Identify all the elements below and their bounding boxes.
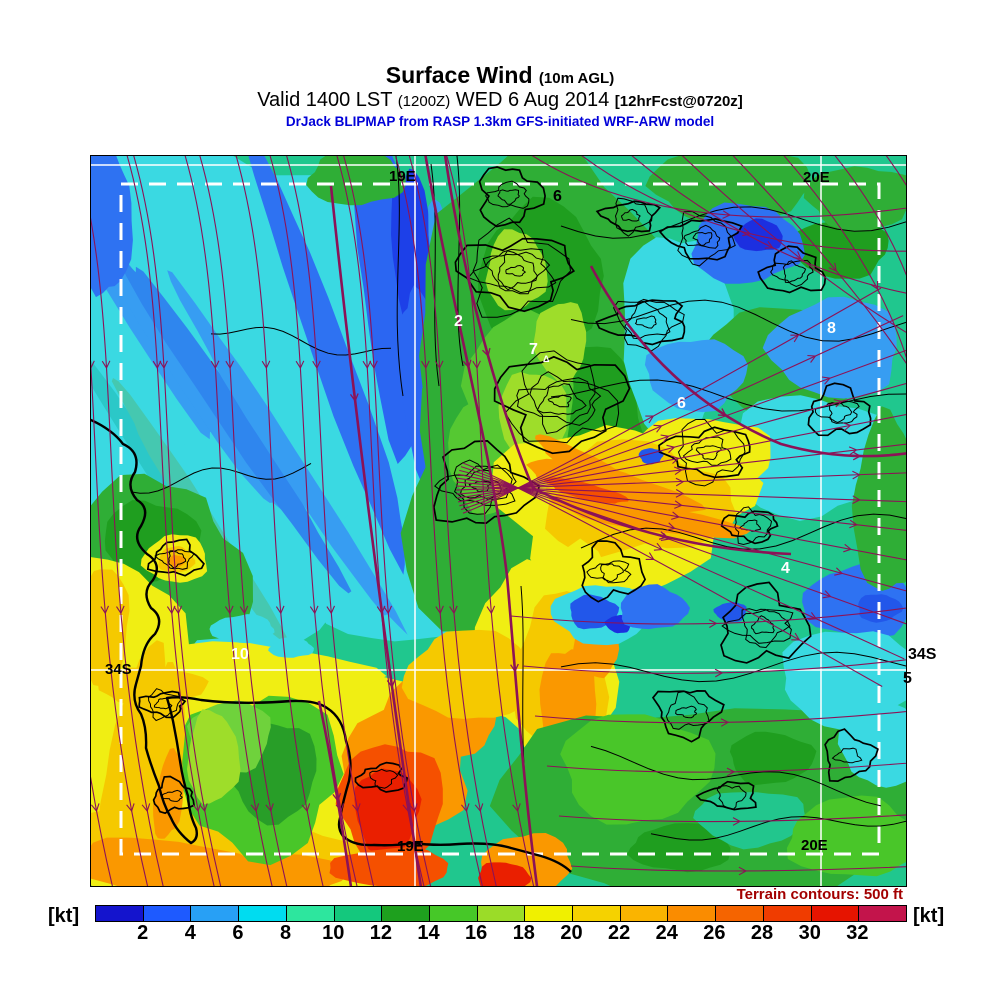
colorbar-tick-labels: 2 4 6 8 10 12 14 16 18 20 22 24 26 28 30 32 <box>137 922 869 944</box>
wind-map-canvas: 19E 20E 19E 20E 34S 2 7Δ 6 6 8 4 10 <box>91 156 906 886</box>
forecast-tag: [12hrFcst@0720z] <box>614 93 743 111</box>
title-suffix: (10m AGL) <box>538 70 615 87</box>
chart-title-line: Surface Wind (10m AGL) <box>0 62 1000 88</box>
svg-text:7: 7 <box>529 341 538 358</box>
valid-time-line: Valid 1400 LST (1200Z) WED 6 Aug 2014 [1… <box>0 89 1000 112</box>
page-title: Surface Wind <box>385 62 533 88</box>
svg-text:19E: 19E <box>389 168 416 185</box>
valid-date: WED 6 Aug 2014 <box>455 89 610 112</box>
map-area: 19E 20E 19E 20E 34S 2 7 Δ 6 6 8 4 10 <box>90 155 907 887</box>
chart-header: Surface Wind (10m AGL) Valid 1400 LST (1… <box>0 62 1000 130</box>
valid-prefix: Valid 1400 LST <box>257 89 393 112</box>
terrain-note: Terrain contours: 500 ft <box>736 886 903 903</box>
svg-text:6: 6 <box>677 395 686 412</box>
svg-text:4: 4 <box>781 560 790 577</box>
svg-text:10: 10 <box>231 646 249 663</box>
svg-text:20E: 20E <box>801 837 828 854</box>
svg-text:6: 6 <box>553 188 562 205</box>
svg-text:20E: 20E <box>803 169 830 186</box>
valid-zulu: (1200Z) <box>397 93 451 111</box>
svg-text:34S: 34S <box>105 661 132 678</box>
wind-speed-colorbar <box>95 905 907 922</box>
contour-value-label-right: 5 <box>903 670 912 687</box>
model-credit: DrJack BLIPMAP from RASP 1.3km GFS-initi… <box>285 114 715 130</box>
svg-text:2: 2 <box>454 313 463 330</box>
svg-text:19E: 19E <box>397 838 424 855</box>
unit-label-right: [kt] <box>913 905 945 927</box>
unit-label-left: [kt] <box>48 905 80 927</box>
latitude-label-right: 34S <box>908 646 937 663</box>
svg-text:8: 8 <box>827 320 836 337</box>
svg-text:Δ: Δ <box>543 354 550 364</box>
